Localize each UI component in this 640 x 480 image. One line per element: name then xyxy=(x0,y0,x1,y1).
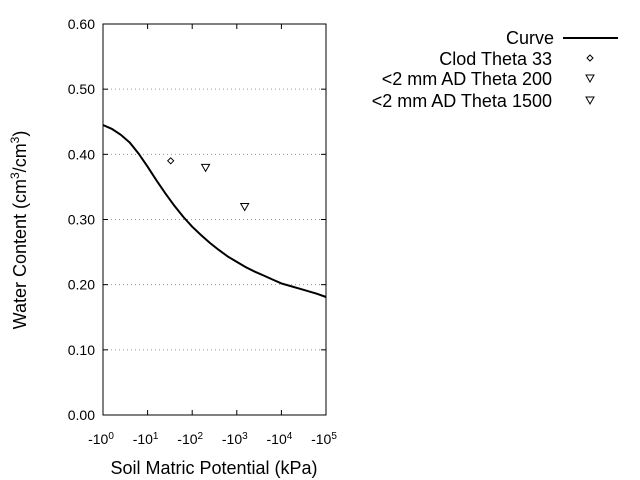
x-tick-label-3: -103 xyxy=(222,431,248,448)
y-axis-ticks: 0.00 0.10 0.20 0.30 0.40 0.50 0.60 xyxy=(68,16,326,423)
x-tick-label-5: -105 xyxy=(311,431,337,448)
y-axis-label-end: ) xyxy=(10,131,30,137)
y-tick-label-5: 0.50 xyxy=(68,81,95,97)
x-tick-label-0: -100 xyxy=(88,431,114,448)
y-axis-label-sup2: 3 xyxy=(8,136,22,143)
plot-frame xyxy=(102,23,327,416)
legend-label-theta-1500: <2 mm AD Theta 1500 xyxy=(372,91,552,111)
data-point-triangle-down-3 xyxy=(239,203,250,212)
y-tick-label-0: 0.00 xyxy=(68,407,95,423)
legend-marker-triangle-1500 xyxy=(585,96,595,106)
legend-label-theta-200: <2 mm AD Theta 200 xyxy=(382,69,552,89)
y-axis-label-mid: /cm xyxy=(10,143,30,172)
y-tick-label-3: 0.30 xyxy=(68,212,95,228)
data-point-triangle-down-2 xyxy=(200,163,211,173)
y-tick-label-2: 0.20 xyxy=(68,277,95,293)
legend-marker-triangle-200 xyxy=(585,74,595,84)
x-tick-label-1: -101 xyxy=(133,431,159,448)
y-tick-label-6: 0.60 xyxy=(68,16,95,32)
legend-marker-diamond xyxy=(586,54,594,62)
legend-label-curve: Curve xyxy=(506,28,554,48)
curve-series xyxy=(102,124,327,298)
grid-lines xyxy=(103,88,326,351)
x-tick-label-4: -104 xyxy=(267,431,293,448)
legend-label-clod-theta-33: Clod Theta 33 xyxy=(439,49,552,69)
x-axis-label: Soil Matric Potential (kPa) xyxy=(110,458,317,478)
legend: Curve Clod Theta 33 <2 mm AD Theta 200 <… xyxy=(372,28,618,111)
curve-line xyxy=(102,124,327,298)
y-tick-label-1: 0.10 xyxy=(68,342,95,358)
marker-series xyxy=(166,157,250,212)
y-tick-label-4: 0.40 xyxy=(68,146,95,162)
x-tick-label-2: -102 xyxy=(177,431,203,448)
y-axis-label: Water Content (cm3/cm3) xyxy=(8,131,30,330)
data-point-diamond-1 xyxy=(166,157,175,165)
y-axis-label-sup1: 3 xyxy=(8,172,22,179)
y-axis-label-main: Water Content (cm xyxy=(10,179,30,329)
x-axis-ticks: -100 -101 -102 -103 -104 -105 xyxy=(88,24,337,447)
